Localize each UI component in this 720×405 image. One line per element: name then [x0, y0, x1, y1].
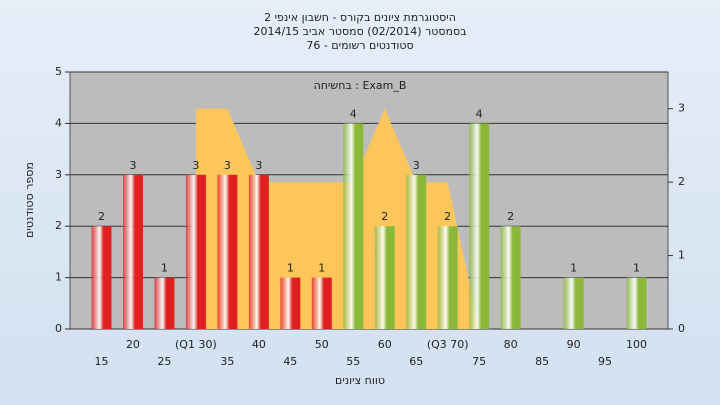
data-label: 1 [570, 262, 577, 275]
data-label: 4 [476, 107, 483, 120]
bar [437, 226, 458, 329]
bar [406, 174, 427, 329]
bar [626, 277, 647, 329]
chart-title: היסטוגרמת ציונים בקורס - חשבון אינפי 2 [264, 11, 456, 24]
x-tick-label: 80 [504, 338, 518, 351]
chart-title: בסמסטר (02/2014) סמסטר אביב 2014/15 [253, 25, 466, 38]
bar [311, 277, 332, 329]
x-tick-label: (Q3 70) [427, 338, 469, 351]
y-tick-label: 4 [55, 116, 62, 129]
annotation: בחשיחה : Exam_B [314, 79, 407, 92]
data-label: 3 [129, 159, 136, 172]
bar [500, 226, 521, 329]
x-tick-label: 25 [157, 355, 171, 368]
bar [343, 123, 364, 330]
y2-tick-label: 1 [678, 249, 685, 262]
x-tick-label: (Q1 30) [175, 338, 217, 351]
bar [280, 277, 301, 329]
x-tick-label: 100 [626, 338, 647, 351]
bar [248, 174, 269, 329]
data-label: 2 [507, 210, 514, 223]
x-tick-label: 60 [378, 338, 392, 351]
bar [374, 226, 395, 329]
y-tick-label: 1 [55, 271, 62, 284]
data-label: 3 [255, 159, 262, 172]
y-tick-label: 2 [55, 219, 62, 232]
data-label: 3 [413, 159, 420, 172]
y-tick-label: 3 [55, 168, 62, 181]
x-tick-label: 15 [94, 355, 108, 368]
data-label: 3 [192, 159, 199, 172]
x-tick-label: 65 [409, 355, 423, 368]
x-tick-label: 45 [283, 355, 297, 368]
x-tick-label: 20 [126, 338, 140, 351]
data-label: 3 [224, 159, 231, 172]
bar [91, 226, 112, 329]
data-label: 2 [381, 210, 388, 223]
y2-tick-label: 0 [678, 322, 685, 335]
x-tick-label: 90 [567, 338, 581, 351]
data-label: 1 [318, 262, 325, 275]
chart-title: סטודנטים רשומים - 76 [306, 39, 413, 52]
data-label: 1 [287, 262, 294, 275]
data-label: 2 [444, 210, 451, 223]
y2-tick-label: 2 [678, 175, 685, 188]
y-tick-label: 0 [55, 322, 62, 335]
x-tick-label: 75 [472, 355, 486, 368]
bar [154, 277, 175, 329]
x-tick-label: 40 [252, 338, 266, 351]
x-tick-label: 95 [598, 355, 612, 368]
y-axis-label: מספר סטודנטים [23, 162, 36, 238]
data-label: 1 [633, 262, 640, 275]
bar [122, 174, 143, 329]
x-axis-label: טווח ציונים [335, 374, 385, 387]
data-label: 2 [98, 210, 105, 223]
bar [469, 123, 490, 330]
x-tick-label: 85 [535, 355, 549, 368]
x-tick-label: 55 [346, 355, 360, 368]
data-label: 1 [161, 262, 168, 275]
bar [217, 174, 238, 329]
y2-tick-label: 3 [678, 102, 685, 115]
x-tick-label: 50 [315, 338, 329, 351]
data-label: 4 [350, 107, 357, 120]
bar [563, 277, 584, 329]
bar [185, 174, 206, 329]
y-tick-label: 5 [55, 65, 62, 78]
x-tick-label: 35 [220, 355, 234, 368]
